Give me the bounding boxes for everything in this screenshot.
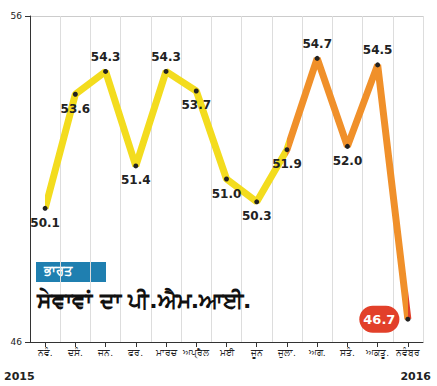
svg-text:ਜੂਨ: ਜੂਨ xyxy=(250,348,263,359)
svg-text:ਸੇਵਾਵਾਂ ਦਾ ਪੀ.ਐਮ.ਆਈ.: ਸੇਵਾਵਾਂ ਦਾ ਪੀ.ਐਮ.ਆਈ. xyxy=(36,287,251,313)
svg-text:2015: 2015 xyxy=(4,370,35,383)
svg-text:54.3: 54.3 xyxy=(91,50,121,64)
svg-text:ਅਪ੍ਰੈਲ: ਅਪ੍ਰੈਲ xyxy=(182,348,210,359)
svg-text:53.7: 53.7 xyxy=(181,98,211,112)
svg-text:ਭਾਰਤ: ਭਾਰਤ xyxy=(43,263,73,278)
svg-text:52.0: 52.0 xyxy=(333,154,363,168)
svg-text:54.3: 54.3 xyxy=(151,50,181,64)
svg-text:ਅਕਤੂ.: ਅਕਤੂ. xyxy=(365,348,389,359)
svg-text:46: 46 xyxy=(11,337,23,347)
svg-text:54.5: 54.5 xyxy=(363,43,393,57)
svg-text:51.9: 51.9 xyxy=(272,157,302,171)
svg-text:ਸਤੰ.: ਸਤੰ. xyxy=(339,347,355,358)
svg-text:50.1: 50.1 xyxy=(30,216,60,230)
svg-text:ਮਈ: ਮਈ xyxy=(219,348,235,358)
svg-text:ਜੁਲਾ.: ਜੁਲਾ. xyxy=(277,348,296,358)
svg-text:ਜਨ.: ਜਨ. xyxy=(97,348,113,358)
svg-text:56: 56 xyxy=(11,11,23,21)
svg-text:51.0: 51.0 xyxy=(212,187,242,201)
svg-text:ਨਵੰ.: ਨਵੰ. xyxy=(37,347,53,358)
svg-text:53.6: 53.6 xyxy=(61,102,91,116)
svg-text:ਦਸੰ.: ਦਸੰ. xyxy=(67,347,83,358)
svg-text:ਫਰ.: ਫਰ. xyxy=(127,348,143,358)
svg-text:ਨਵੰਬਰ: ਨਵੰਬਰ xyxy=(395,347,420,358)
svg-text:ਮਾਰਚ: ਮਾਰਚ xyxy=(155,348,178,358)
svg-text:46.7: 46.7 xyxy=(363,312,395,327)
svg-text:54.7: 54.7 xyxy=(302,37,332,51)
svg-text:51.4: 51.4 xyxy=(121,173,151,187)
svg-text:50.3: 50.3 xyxy=(242,209,272,223)
svg-text:2016: 2016 xyxy=(400,370,431,383)
svg-text:ਅਗ.: ਅਗ. xyxy=(308,348,326,358)
